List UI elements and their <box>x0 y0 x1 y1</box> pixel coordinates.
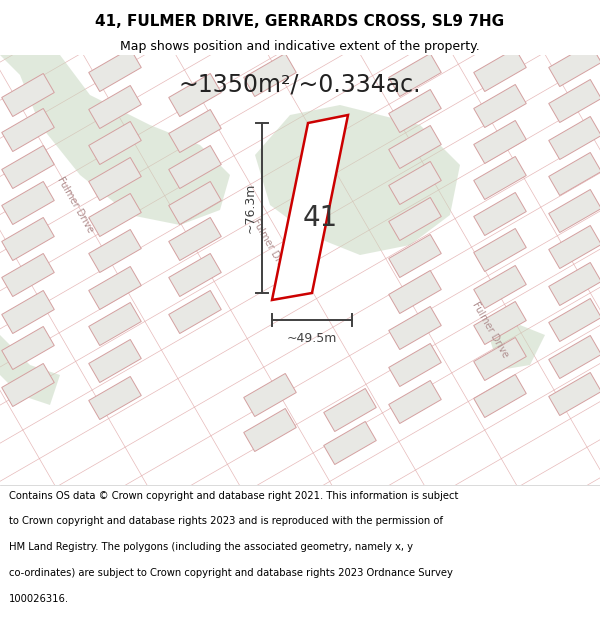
Polygon shape <box>2 364 54 406</box>
Polygon shape <box>474 229 526 271</box>
Polygon shape <box>272 115 348 300</box>
Text: Fulmer Drive: Fulmer Drive <box>55 175 95 235</box>
Polygon shape <box>474 266 526 309</box>
Polygon shape <box>2 74 54 116</box>
Polygon shape <box>549 189 600 232</box>
Polygon shape <box>169 146 221 189</box>
Polygon shape <box>549 79 600 122</box>
Polygon shape <box>169 254 221 296</box>
Polygon shape <box>2 291 54 334</box>
Polygon shape <box>169 291 221 334</box>
Text: Fulmer Drive: Fulmer Drive <box>250 217 290 277</box>
Text: Map shows position and indicative extent of the property.: Map shows position and indicative extent… <box>120 39 480 52</box>
Polygon shape <box>549 116 600 159</box>
Polygon shape <box>389 234 441 278</box>
Polygon shape <box>324 421 376 464</box>
Polygon shape <box>255 105 460 255</box>
Text: Fulmer Drive: Fulmer Drive <box>470 300 510 360</box>
Polygon shape <box>474 374 526 418</box>
Text: HM Land Registry. The polygons (including the associated geometry, namely x, y: HM Land Registry. The polygons (includin… <box>9 542 413 552</box>
Polygon shape <box>389 161 441 204</box>
Polygon shape <box>474 121 526 164</box>
Text: 41, FULMER DRIVE, GERRARDS CROSS, SL9 7HG: 41, FULMER DRIVE, GERRARDS CROSS, SL9 7H… <box>95 14 505 29</box>
Polygon shape <box>474 84 526 127</box>
Polygon shape <box>389 344 441 386</box>
Polygon shape <box>549 152 600 196</box>
Polygon shape <box>389 54 441 96</box>
Polygon shape <box>549 226 600 269</box>
Polygon shape <box>2 109 54 151</box>
Text: co-ordinates) are subject to Crown copyright and database rights 2023 Ordnance S: co-ordinates) are subject to Crown copyr… <box>9 568 453 578</box>
Polygon shape <box>2 326 54 369</box>
Polygon shape <box>474 192 526 236</box>
Polygon shape <box>89 158 141 201</box>
Polygon shape <box>89 376 141 419</box>
Polygon shape <box>389 381 441 424</box>
Polygon shape <box>389 198 441 241</box>
Polygon shape <box>244 409 296 451</box>
Polygon shape <box>2 254 54 296</box>
Polygon shape <box>89 86 141 129</box>
Text: 41: 41 <box>302 204 338 232</box>
Text: Contains OS data © Crown copyright and database right 2021. This information is : Contains OS data © Crown copyright and d… <box>9 491 458 501</box>
Polygon shape <box>389 306 441 349</box>
Polygon shape <box>474 301 526 344</box>
Text: 100026316.: 100026316. <box>9 594 69 604</box>
Polygon shape <box>169 74 221 116</box>
Polygon shape <box>549 299 600 341</box>
Polygon shape <box>389 126 441 169</box>
Polygon shape <box>474 338 526 381</box>
Polygon shape <box>89 121 141 164</box>
Polygon shape <box>89 339 141 382</box>
Polygon shape <box>389 271 441 314</box>
Polygon shape <box>89 302 141 346</box>
Polygon shape <box>169 217 221 261</box>
Polygon shape <box>169 109 221 152</box>
Polygon shape <box>89 49 141 91</box>
Text: ~1350m²/~0.334ac.: ~1350m²/~0.334ac. <box>179 73 421 97</box>
Polygon shape <box>549 372 600 416</box>
Polygon shape <box>474 49 526 91</box>
Polygon shape <box>89 194 141 236</box>
Polygon shape <box>490 325 545 370</box>
Polygon shape <box>244 374 296 416</box>
Polygon shape <box>324 389 376 431</box>
Polygon shape <box>2 181 54 224</box>
Text: ~49.5m: ~49.5m <box>287 332 337 345</box>
Polygon shape <box>549 44 600 86</box>
Polygon shape <box>244 54 296 96</box>
Polygon shape <box>389 89 441 132</box>
Polygon shape <box>549 336 600 379</box>
Text: ~76.3m: ~76.3m <box>244 182 257 233</box>
Polygon shape <box>89 229 141 272</box>
Polygon shape <box>2 217 54 261</box>
Polygon shape <box>89 266 141 309</box>
Text: to Crown copyright and database rights 2023 and is reproduced with the permissio: to Crown copyright and database rights 2… <box>9 516 443 526</box>
Polygon shape <box>549 262 600 306</box>
Polygon shape <box>0 55 230 225</box>
Polygon shape <box>0 335 60 405</box>
Polygon shape <box>474 156 526 199</box>
Polygon shape <box>169 181 221 224</box>
Polygon shape <box>2 146 54 189</box>
